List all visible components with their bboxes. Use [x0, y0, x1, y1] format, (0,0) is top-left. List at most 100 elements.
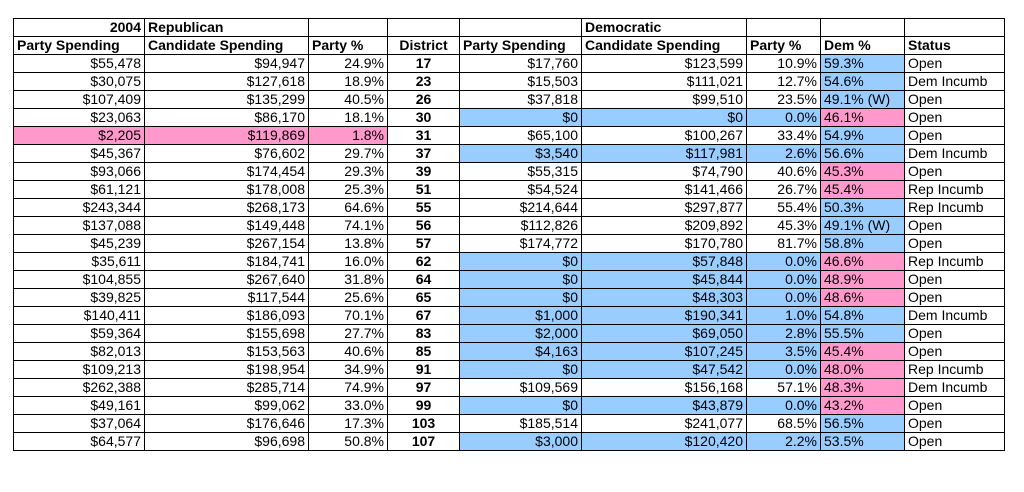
dem-pct-cell: 49.1% (W) [820, 90, 905, 109]
table-row: $107,409 $135,299 40.5% 26 $37,818 $99,510 23.… [13, 90, 1005, 109]
democratic-header: Democratic [581, 18, 747, 37]
status-cell: Rep Incumb [904, 252, 1005, 271]
dem-party-spending-cell: $3,540 [459, 144, 582, 163]
dem-party-pct-cell: 2.2% [746, 432, 821, 451]
status-cell: Open [904, 162, 1005, 181]
dem-party-pct-cell: 0.0% [746, 252, 821, 271]
status-cell: Open [904, 396, 1005, 415]
rep-party-spending-cell: $59,364 [13, 324, 145, 343]
status-cell: Open [904, 216, 1005, 235]
rep-candidate-spending-cell: $198,954 [144, 360, 309, 379]
dem-party-pct-cell: 0.0% [746, 396, 821, 415]
district-cell: 30 [387, 108, 460, 127]
dem-pct-cell: 45.4% [820, 342, 905, 361]
rep-party-spending-cell: $107,409 [13, 90, 145, 109]
status-cell: Dem Incumb [904, 144, 1005, 163]
col-header-rep-candidate-spending: Candidate Spending [144, 36, 309, 55]
rep-party-spending-cell: $61,121 [13, 180, 145, 199]
dem-party-spending-cell: $55,315 [459, 162, 582, 181]
rep-candidate-spending-cell: $149,448 [144, 216, 309, 235]
dem-party-pct-cell: 12.7% [746, 72, 821, 91]
dem-pct-cell: 53.5% [820, 432, 905, 451]
status-cell: Open [904, 342, 1005, 361]
district-cell: 51 [387, 180, 460, 199]
district-cell: 57 [387, 234, 460, 253]
rep-candidate-spending-cell: $176,646 [144, 414, 309, 433]
table-row: $243,344 $268,173 64.6% 55 $214,644 $297,877 5… [13, 198, 1005, 217]
rep-candidate-spending-cell: $99,062 [144, 396, 309, 415]
district-cell: 17 [387, 54, 460, 73]
rep-candidate-spending-cell: $184,741 [144, 252, 309, 271]
dem-candidate-spending-cell: $74,790 [581, 162, 747, 181]
rep-party-spending-cell: $93,066 [13, 162, 145, 181]
table-row: $35,611 $184,741 16.0% 62 $0 $57,848 0.0% 46.6%… [13, 252, 1005, 271]
col-header-district: District [387, 36, 460, 55]
status-cell: Rep Incumb [904, 360, 1005, 379]
dem-party-spending-cell: $17,760 [459, 54, 582, 73]
dem-pct-cell: 54.9% [820, 126, 905, 145]
year-cell: 2004 [13, 18, 145, 37]
dem-party-spending-cell: $65,100 [459, 126, 582, 145]
dem-party-spending-cell: $214,644 [459, 198, 582, 217]
dem-party-pct-cell: 2.8% [746, 324, 821, 343]
dem-party-spending-cell: $4,163 [459, 342, 582, 361]
rep-party-spending-cell: $243,344 [13, 198, 145, 217]
dem-pct-cell: 56.5% [820, 414, 905, 433]
dem-pct-cell: 48.3% [820, 378, 905, 397]
dem-party-spending-cell: $0 [459, 360, 582, 379]
dem-candidate-spending-cell: $48,303 [581, 288, 747, 307]
dem-party-pct-cell: 33.4% [746, 126, 821, 145]
dem-party-pct-cell: 23.5% [746, 90, 821, 109]
rep-party-pct-cell: 29.7% [308, 144, 388, 163]
dem-party-pct-cell: 1.0% [746, 306, 821, 325]
dem-party-pct-cell: 0.0% [746, 108, 821, 127]
district-cell: 83 [387, 324, 460, 343]
district-cell: 99 [387, 396, 460, 415]
rep-party-pct-cell: 34.9% [308, 360, 388, 379]
rep-candidate-spending-cell: $86,170 [144, 108, 309, 127]
district-cell: 56 [387, 216, 460, 235]
rep-party-pct-cell: 24.9% [308, 54, 388, 73]
rep-candidate-spending-cell: $268,173 [144, 198, 309, 217]
dem-pct-cell: 46.1% [820, 108, 905, 127]
dem-party-spending-cell: $0 [459, 396, 582, 415]
district-cell: 55 [387, 198, 460, 217]
rep-party-pct-cell: 33.0% [308, 396, 388, 415]
dem-pct-cell: 43.2% [820, 396, 905, 415]
rep-party-spending-cell: $140,411 [13, 306, 145, 325]
rep-party-spending-cell: $262,388 [13, 378, 145, 397]
dem-candidate-spending-cell: $0 [581, 108, 747, 127]
rep-candidate-spending-cell: $94,947 [144, 54, 309, 73]
dem-candidate-spending-cell: $170,780 [581, 234, 747, 253]
rep-candidate-spending-cell: $267,154 [144, 234, 309, 253]
rep-party-spending-cell: $23,063 [13, 108, 145, 127]
rep-party-pct-cell: 29.3% [308, 162, 388, 181]
dem-pct-cell: 48.6% [820, 288, 905, 307]
rep-party-pct-cell: 1.8% [308, 126, 388, 145]
dem-party-pct-cell: 0.0% [746, 360, 821, 379]
table-row: $23,063 $86,170 18.1% 30 $0 $0 0.0% 46.1% Open [13, 108, 1005, 127]
dem-party-spending-cell: $0 [459, 108, 582, 127]
table-row: $49,161 $99,062 33.0% 99 $0 $43,879 0.0% 43.2% O… [13, 396, 1005, 415]
district-cell: 107 [387, 432, 460, 451]
rep-candidate-spending-cell: $119,869 [144, 126, 309, 145]
col-header-dem-candidate-spending: Candidate Spending [581, 36, 747, 55]
dem-candidate-spending-cell: $209,892 [581, 216, 747, 235]
dem-pct-cell: 59.3% [820, 54, 905, 73]
dem-candidate-spending-cell: $57,848 [581, 252, 747, 271]
status-cell: Open [904, 90, 1005, 109]
rep-party-spending-cell: $104,855 [13, 270, 145, 289]
rep-party-pct-cell: 18.1% [308, 108, 388, 127]
empty-cell [820, 18, 905, 37]
rep-candidate-spending-cell: $127,618 [144, 72, 309, 91]
dem-candidate-spending-cell: $123,599 [581, 54, 747, 73]
dem-party-spending-cell: $0 [459, 288, 582, 307]
rep-candidate-spending-cell: $153,563 [144, 342, 309, 361]
spending-table: 2004 Republican Democratic Party Spendin… [13, 18, 1005, 451]
dem-pct-cell: 56.6% [820, 144, 905, 163]
dem-candidate-spending-cell: $69,050 [581, 324, 747, 343]
district-cell: 65 [387, 288, 460, 307]
dem-candidate-spending-cell: $190,341 [581, 306, 747, 325]
rep-candidate-spending-cell: $186,093 [144, 306, 309, 325]
status-cell: Open [904, 324, 1005, 343]
